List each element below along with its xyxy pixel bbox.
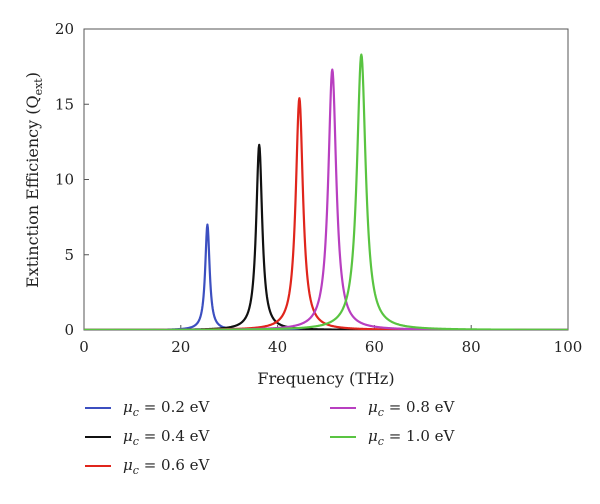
x-tick-label: 100 (554, 338, 583, 356)
x-tick-label: 60 (365, 338, 384, 356)
plot-frame (83, 28, 569, 331)
y-axis-title-close: ) (23, 72, 42, 78)
y-tick-label: 0 (64, 321, 74, 339)
legend: μc = 0.2 eV μc = 0.4 eV μc = 0.6 eV μc = 0.… (85, 398, 456, 477)
legend-label-4: μc = 1.0 eV (368, 427, 456, 448)
legend-label-2: μc = 0.6 eV (123, 456, 211, 477)
y-tick-label: 20 (55, 20, 74, 38)
x-tick-label: 80 (462, 338, 481, 356)
y-axis-title-main: Extinction Efficiency (Q (23, 95, 42, 288)
series-lines (84, 53, 568, 330)
y-tick-label: 5 (64, 246, 74, 264)
axis-ticks: 0 20 40 60 80 100 0 5 10 15 20 (55, 20, 582, 356)
y-tick-label: 15 (55, 95, 74, 113)
y-axis-title: Extinction Efficiency (Qext) (23, 72, 45, 288)
x-tick-label: 40 (268, 338, 287, 356)
x-axis-title: Frequency (THz) (257, 369, 394, 388)
legend-label-0: μc = 0.2 eV (123, 398, 211, 419)
legend-label-3: μc = 0.8 eV (368, 398, 456, 419)
series-line-4 (84, 53, 568, 330)
y-axis-title-sub: ext (32, 78, 45, 96)
legend-label-1: μc = 0.4 eV (123, 427, 211, 448)
series-line-3 (84, 68, 568, 330)
x-tick-label: 0 (79, 338, 89, 356)
x-tick-label: 20 (171, 338, 190, 356)
y-tick-label: 10 (55, 171, 74, 189)
